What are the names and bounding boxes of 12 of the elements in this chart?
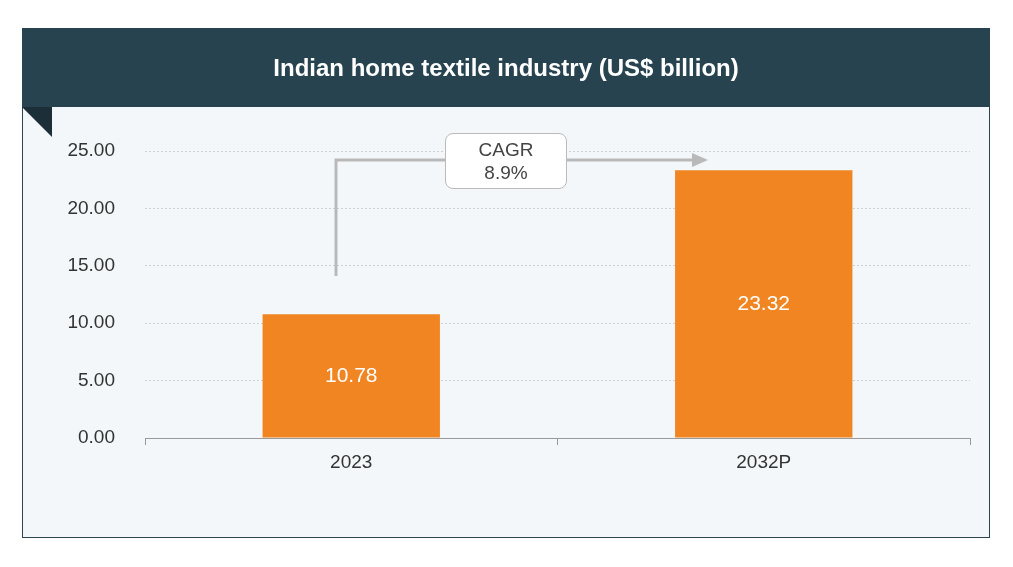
y-tick-label: 15.00 (67, 254, 115, 276)
y-tick-label: 5.00 (78, 368, 115, 390)
data-label: 10.78 (324, 362, 378, 386)
chart-title: Indian home textile industry (US$ billion) (22, 28, 990, 107)
data-label: 23.32 (737, 290, 791, 314)
x-tick-label: 2032P (736, 450, 792, 472)
x-tick-label: 2023 (330, 450, 373, 472)
y-tick-label: 10.00 (67, 311, 115, 333)
y-tick-label: 0.00 (78, 426, 115, 448)
y-tick-label: 20.00 (67, 196, 115, 218)
y-tick-label: 25.00 (67, 139, 115, 161)
callout-box: CAGR 8.9% (445, 133, 567, 189)
